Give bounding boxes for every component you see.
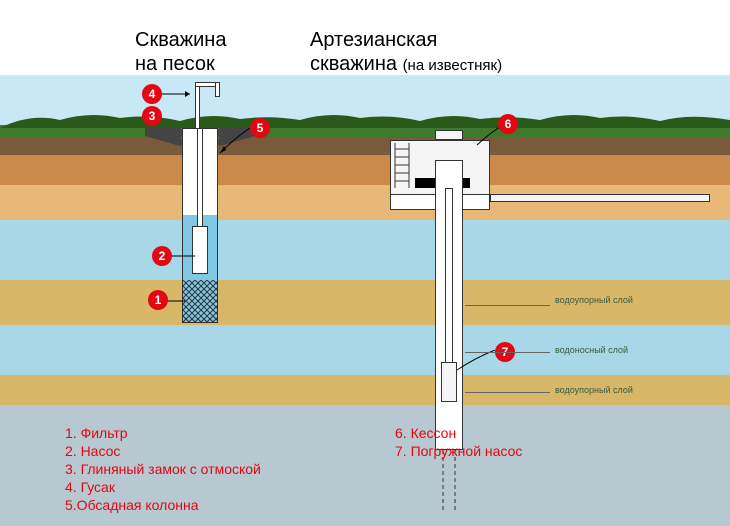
inner-pipe bbox=[197, 128, 203, 228]
soil-layer-1 bbox=[0, 137, 730, 155]
diagram-canvas: Скважина на песок Артезианская скважина … bbox=[0, 0, 730, 526]
line-2 bbox=[170, 252, 195, 260]
marker-2: 2 bbox=[152, 246, 172, 266]
title-right: Артезианская скважина (на известняк) bbox=[310, 28, 502, 76]
water-layer-1 bbox=[0, 220, 730, 280]
artesian-inner bbox=[445, 188, 453, 363]
soil-layer-2 bbox=[0, 155, 730, 185]
title-right-line1: Артезианская bbox=[310, 28, 502, 52]
legend-6: 6. Кессон bbox=[395, 425, 456, 441]
caisson-lid bbox=[435, 130, 463, 140]
layer-label-lower-imperm: водоупорный слой bbox=[555, 385, 633, 395]
pump-body bbox=[192, 226, 208, 274]
filter-mesh bbox=[183, 280, 217, 322]
arrow-5 bbox=[215, 128, 255, 158]
output-pipe bbox=[490, 194, 710, 202]
legend-4: 4. Гусак bbox=[65, 479, 115, 495]
legend-5: 5.Обсадная колонна bbox=[65, 497, 199, 513]
title-left-line2: на песок bbox=[135, 52, 226, 76]
trees-silhouette bbox=[0, 108, 730, 128]
artesian-bottom bbox=[435, 450, 463, 510]
title-left: Скважина на песок bbox=[135, 28, 226, 76]
gusak-vertical bbox=[195, 82, 200, 130]
soil-layer-3 bbox=[0, 185, 730, 220]
title-right-line2: скважина bbox=[310, 53, 397, 75]
guide-line-2 bbox=[465, 352, 550, 353]
marker-1: 1 bbox=[148, 290, 168, 310]
marker-3: 3 bbox=[142, 106, 162, 126]
legend-1: 1. Фильтр bbox=[65, 425, 128, 441]
marker-5: 5 bbox=[250, 118, 270, 138]
legend-7: 7. Погружной насос bbox=[395, 443, 522, 459]
marker-6: 6 bbox=[498, 114, 518, 134]
guide-line-1 bbox=[465, 305, 550, 306]
guide-line-3 bbox=[465, 392, 550, 393]
marker-4: 4 bbox=[142, 84, 162, 104]
gusak-down bbox=[215, 82, 220, 97]
layer-label-upper-imperm: водоупорный слой bbox=[555, 295, 633, 305]
line-7 bbox=[455, 350, 500, 375]
title-left-line1: Скважина bbox=[135, 28, 226, 52]
legend-2: 2. Насос bbox=[65, 443, 120, 459]
layer-label-aquifer: водоносный слой bbox=[555, 345, 628, 355]
caisson-ladder bbox=[393, 143, 411, 188]
arrow-4 bbox=[160, 90, 195, 98]
title-right-sub: (на известняк) bbox=[403, 57, 503, 74]
legend-3: 3. Глиняный замок с отмоской bbox=[65, 461, 261, 477]
line-1 bbox=[165, 297, 185, 305]
